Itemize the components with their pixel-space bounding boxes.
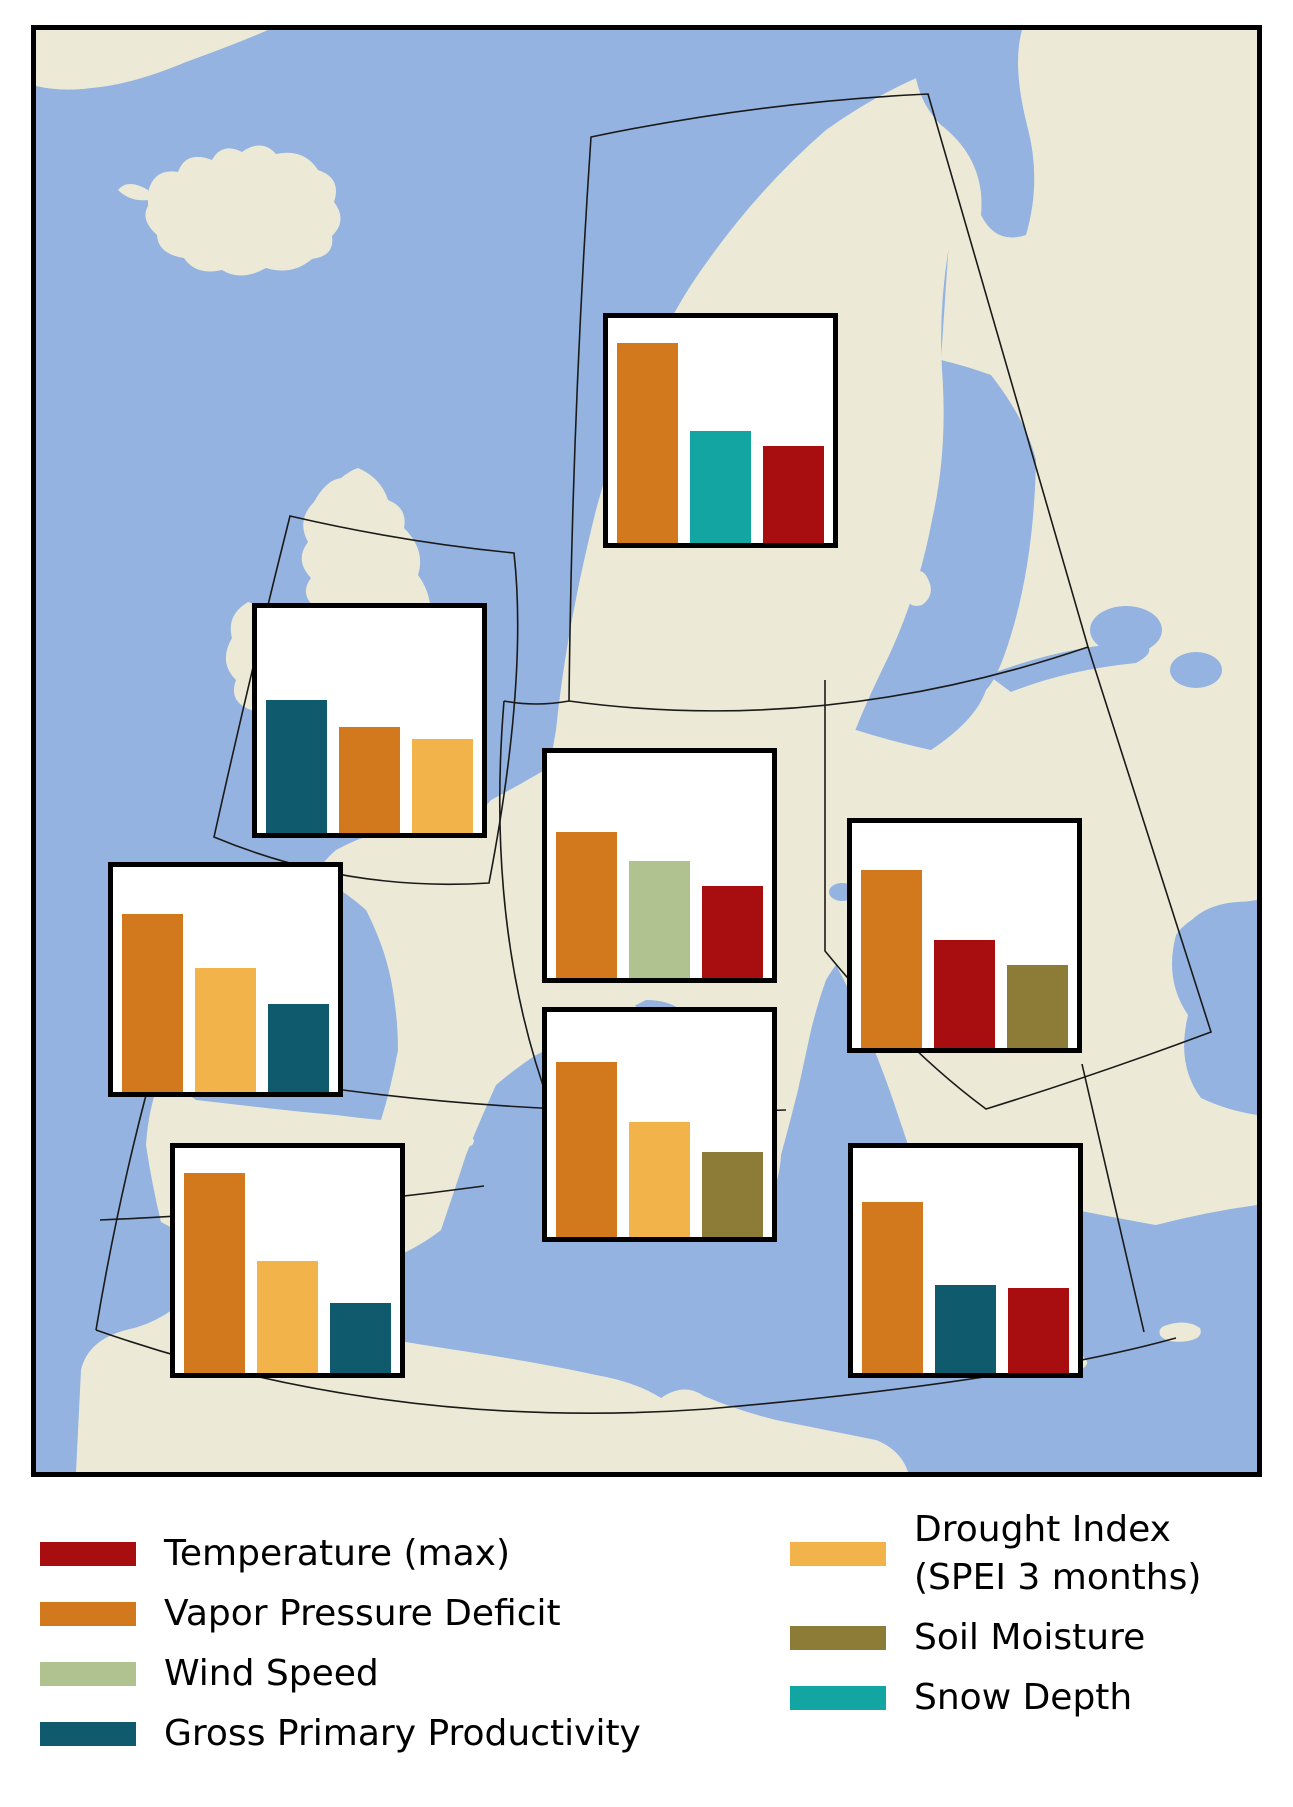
region-outline-british-isles (213, 515, 519, 886)
legend-label-spei: Drought Index (SPEI 3 months) (914, 1509, 1202, 1598)
white-sea (913, 30, 1035, 238)
legend-item-vpd: Vapor Pressure Deficit (40, 1584, 641, 1644)
legend-swatch-spei (790, 1542, 886, 1566)
legend-label-tmax: Temperature (max) (164, 1533, 511, 1574)
legend-item-spei: Drought Index (SPEI 3 months) (790, 1500, 1201, 1608)
region-outline-band-top (503, 700, 570, 705)
bar-chart-panel-eastern-europe (847, 818, 1082, 1053)
region-outline-central-left (498, 700, 552, 1109)
gulf-of-finland (988, 642, 1150, 692)
bar-vpd (862, 1202, 923, 1373)
bar-snow (690, 430, 751, 543)
bar-spei (257, 1260, 318, 1373)
iceland (118, 145, 341, 276)
bar-spei (195, 968, 256, 1092)
bar-vpd (184, 1172, 245, 1373)
bar-tmax (1008, 1287, 1069, 1373)
bar-spei (412, 738, 473, 833)
bar-gpp (935, 1285, 996, 1373)
bar-chart-panel-iberia (170, 1143, 405, 1378)
bar-chart-panel-balkans-southeast (848, 1143, 1083, 1378)
balearic-islands (421, 1136, 474, 1166)
bar-vpd (339, 727, 400, 833)
bar-vpd (556, 831, 617, 978)
legend-swatch-soil (790, 1626, 886, 1650)
region-outline-southeast-edge (1081, 1063, 1145, 1333)
legend-label-wind: Wind Speed (164, 1653, 379, 1694)
legend-swatch-gpp (40, 1722, 136, 1746)
legend-swatch-vpd (40, 1602, 136, 1626)
region-outline-iberia-west (95, 1094, 147, 1331)
bar-chart-panel-scandinavia (603, 313, 838, 548)
bar-soil (702, 1151, 763, 1237)
denmark-islands (732, 667, 802, 699)
bar-tmax (934, 940, 995, 1048)
black-sea (1174, 901, 1257, 1113)
bar-vpd (122, 914, 183, 1092)
bar-vpd (617, 342, 678, 543)
bar-gpp (266, 700, 327, 833)
legend-right-column: Drought Index (SPEI 3 months) Soil Moistu… (790, 1500, 1201, 1728)
region-outline-scandinavia (568, 93, 1089, 712)
gotland (904, 570, 931, 606)
legend-item-snow: Snow Depth (790, 1668, 1201, 1728)
legend-item-tmax: Temperature (max) (40, 1524, 641, 1584)
legend-label-soil: Soil Moisture (914, 1617, 1146, 1658)
legend-item-gpp: Gross Primary Productivity (40, 1704, 641, 1764)
bar-chart-panel-british-isles (252, 603, 487, 838)
legend-label-gpp: Gross Primary Productivity (164, 1713, 641, 1754)
bar-soil (1007, 964, 1068, 1048)
bar-vpd (861, 870, 922, 1048)
bar-tmax (702, 885, 763, 978)
lake-onega (1170, 652, 1222, 688)
legend-item-wind: Wind Speed (40, 1644, 641, 1704)
greenland-coast (36, 30, 268, 90)
bar-spei (629, 1122, 690, 1237)
legend-swatch-wind (40, 1662, 136, 1686)
bar-chart-panel-central-europe (542, 748, 777, 983)
lake-ladoga (1090, 606, 1162, 654)
europe-map (31, 25, 1262, 1477)
legend-label-snow: Snow Depth (914, 1677, 1133, 1718)
bar-chart-panel-italy-central-mediterranean (542, 1007, 777, 1242)
bar-chart-panel-western-france (108, 862, 343, 1097)
legend-label-vpd: Vapor Pressure Deficit (164, 1593, 561, 1634)
legend-left-column: Temperature (max) Vapor Pressure Deficit W… (40, 1524, 641, 1764)
legend-swatch-snow (790, 1686, 886, 1710)
legend-item-soil: Soil Moisture (790, 1608, 1201, 1668)
cyprus (1159, 1322, 1201, 1342)
bar-tmax (763, 446, 824, 543)
legend-swatch-tmax (40, 1542, 136, 1566)
bar-gpp (268, 1004, 329, 1092)
bar-wind (629, 861, 690, 978)
bar-vpd (556, 1061, 617, 1237)
bar-gpp (330, 1303, 391, 1373)
chart-panel-layer (36, 30, 1257, 1472)
